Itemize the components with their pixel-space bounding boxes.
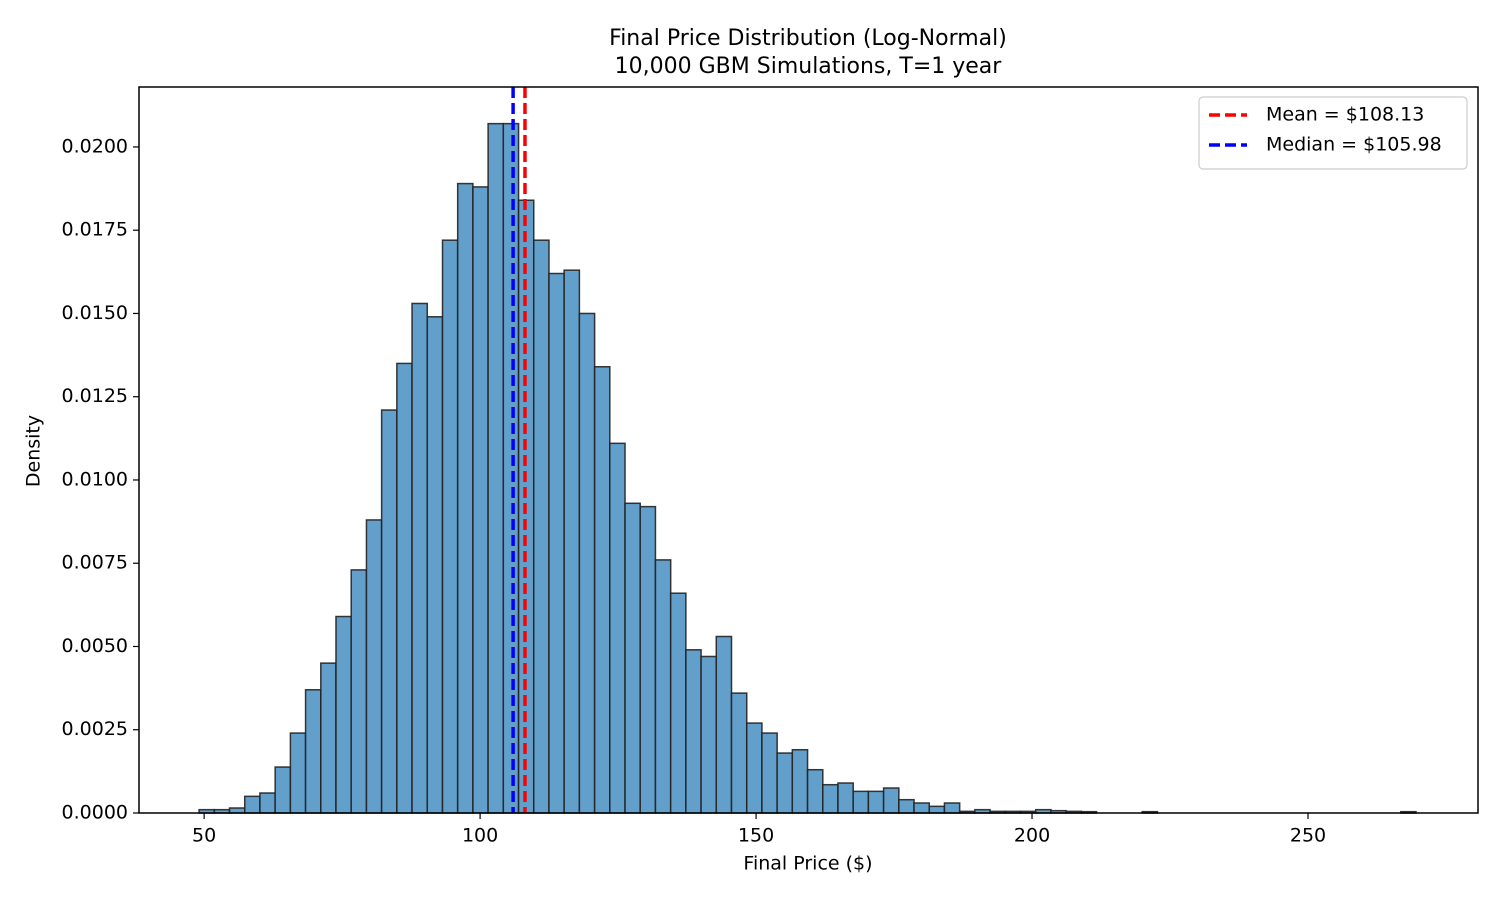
y-tick-label: 0.0175 bbox=[62, 219, 128, 241]
histogram-bar bbox=[867, 790, 885, 814]
legend: Mean = $108.13 Median = $105.98 bbox=[1198, 96, 1468, 170]
histogram-bar bbox=[609, 442, 626, 814]
y-tick-label: 0.0125 bbox=[62, 385, 128, 407]
histogram-bar bbox=[487, 122, 505, 814]
histogram-bar bbox=[411, 302, 429, 814]
histogram-bar bbox=[837, 782, 854, 814]
histogram-bar bbox=[472, 186, 489, 814]
histogram-bar bbox=[289, 732, 307, 814]
histogram-bar bbox=[822, 783, 839, 814]
x-tick-label: 150 bbox=[738, 825, 774, 847]
histogram-bar bbox=[685, 649, 702, 814]
histogram-bar bbox=[654, 559, 672, 814]
histogram-bar bbox=[563, 269, 581, 814]
histogram-bar bbox=[320, 662, 337, 814]
histogram-bar bbox=[274, 766, 292, 814]
x-tick-label: 50 bbox=[192, 825, 216, 847]
legend-label: Mean = $108.13 bbox=[1266, 104, 1424, 126]
histogram-bar bbox=[578, 312, 596, 814]
histogram-bar bbox=[730, 692, 748, 814]
legend-box bbox=[1198, 96, 1468, 170]
x-tick-label: 100 bbox=[462, 825, 498, 847]
histogram-bar bbox=[898, 798, 915, 814]
histogram-bar bbox=[532, 239, 550, 814]
chart-title: Final Price Distribution (Log-Normal) bbox=[609, 26, 1007, 51]
histogram-bar bbox=[502, 122, 520, 814]
histogram-bar bbox=[304, 689, 322, 814]
y-tick-label: 0.0200 bbox=[62, 135, 128, 157]
y-tick-label: 0.0100 bbox=[62, 468, 128, 490]
histogram-bar bbox=[715, 635, 733, 814]
histogram-bar bbox=[669, 592, 687, 814]
plot-frame bbox=[138, 86, 1479, 814]
histogram-bar bbox=[806, 768, 824, 814]
histogram-bar bbox=[259, 792, 276, 814]
x-tick-label: 200 bbox=[1014, 825, 1050, 847]
histogram-bar bbox=[913, 802, 931, 814]
chart-subtitle: 10,000 GBM Simulations, T=1 year bbox=[615, 54, 1003, 79]
histogram-bar bbox=[426, 316, 444, 814]
histogram-bar bbox=[700, 655, 718, 814]
y-tick-label: 0.0075 bbox=[62, 552, 128, 574]
histogram-bar bbox=[456, 182, 474, 814]
x-axis-label: Final Price ($) bbox=[743, 853, 872, 875]
histogram-bar bbox=[776, 752, 794, 814]
y-axis-label: Density bbox=[23, 415, 45, 487]
y-tick-label: 0.0050 bbox=[62, 635, 128, 657]
legend-label: Median = $105.98 bbox=[1266, 134, 1442, 156]
histogram-bar bbox=[882, 787, 900, 814]
histogram-bar bbox=[791, 748, 809, 814]
histogram-bar bbox=[380, 409, 398, 814]
histogram-bar bbox=[441, 239, 459, 814]
histogram-bar bbox=[745, 722, 763, 814]
histogram-bar bbox=[639, 505, 657, 814]
histogram-bar bbox=[761, 732, 778, 814]
histogram-bar bbox=[350, 569, 368, 814]
histogram-bar bbox=[928, 805, 946, 814]
y-tick-label: 0.0025 bbox=[62, 718, 128, 740]
histogram-bar bbox=[365, 519, 383, 814]
y-tick-label: 0.0150 bbox=[62, 302, 128, 324]
histogram-bar bbox=[593, 365, 611, 814]
x-tick-label: 250 bbox=[1290, 825, 1326, 847]
histogram-bar bbox=[943, 802, 961, 814]
y-tick-label: 0.0000 bbox=[62, 802, 128, 824]
histogram-bar bbox=[624, 502, 641, 814]
histogram-bar bbox=[548, 272, 565, 814]
histogram-bar bbox=[852, 790, 870, 814]
histogram-bar bbox=[244, 795, 261, 814]
histogram-bar bbox=[396, 362, 413, 814]
histogram-bar bbox=[335, 615, 352, 814]
